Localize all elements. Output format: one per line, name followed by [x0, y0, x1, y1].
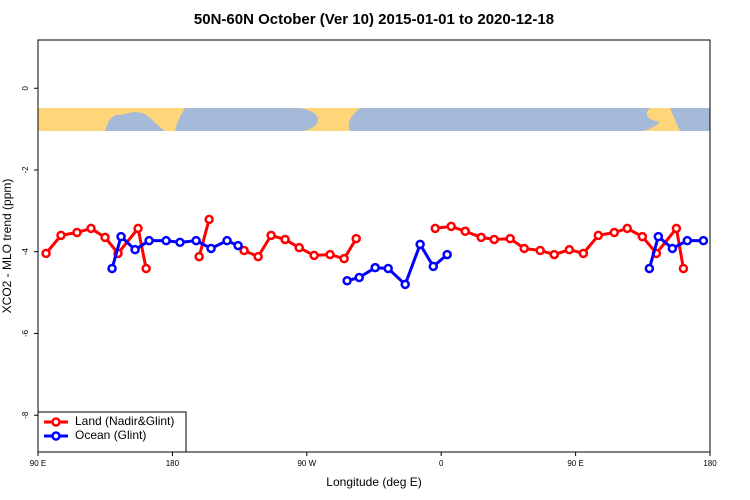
data-point	[191, 235, 201, 246]
data-point	[446, 221, 456, 232]
data-point	[370, 262, 380, 273]
data-point	[609, 227, 620, 238]
data-point	[442, 249, 452, 260]
data-point	[593, 230, 604, 241]
data-point	[564, 244, 575, 255]
data-point	[116, 231, 126, 242]
data-point	[144, 235, 154, 246]
data-point	[280, 234, 290, 245]
data-point	[133, 223, 143, 234]
y-tick-label: -8	[21, 411, 30, 419]
plot-frame	[37, 39, 711, 453]
x-tick-label: 0	[439, 459, 444, 468]
x-tick-label: 90 W	[297, 459, 316, 468]
data-point	[698, 235, 709, 246]
data-point	[141, 263, 151, 274]
series-line	[44, 219, 685, 269]
legend-label: Ocean (Glint)	[75, 428, 146, 442]
data-point	[72, 227, 82, 238]
data-point	[535, 245, 545, 256]
data-point	[309, 250, 319, 261]
data-point	[489, 234, 499, 245]
data-point	[460, 226, 470, 237]
x-tick-label: 180	[166, 459, 180, 468]
legend-label: Land (Nadir&Glint)	[75, 414, 174, 428]
legend-marker	[51, 431, 61, 441]
data-point	[342, 275, 352, 286]
data-point	[476, 232, 486, 243]
data-point	[130, 244, 140, 255]
data-point	[637, 231, 648, 242]
data-point	[100, 232, 110, 243]
x-axis-label: Longitude (deg E)	[326, 475, 421, 489]
data-point	[294, 242, 304, 253]
data-point	[400, 279, 410, 290]
data-point	[354, 272, 364, 283]
data-point	[325, 249, 335, 260]
data-point	[622, 223, 633, 234]
data-point	[161, 235, 171, 246]
y-tick-label: -2	[21, 166, 30, 174]
data-point	[239, 245, 249, 256]
data-point	[206, 243, 216, 254]
data-point	[41, 248, 51, 259]
data-point	[204, 214, 214, 225]
data-point	[644, 263, 655, 274]
data-point	[578, 248, 589, 259]
y-tick-label: -4	[21, 248, 30, 256]
data-point	[428, 261, 439, 272]
data-point	[549, 249, 559, 260]
data-point	[653, 231, 664, 242]
data-point	[339, 253, 349, 264]
data-point	[351, 233, 361, 244]
chart-title: 50N-60N October (Ver 10) 2015-01-01 to 2…	[194, 11, 554, 28]
data-point	[505, 233, 515, 244]
data-point	[107, 263, 117, 274]
data-point	[222, 235, 232, 246]
data-point	[671, 223, 682, 234]
data-point	[383, 263, 393, 274]
legend-box	[37, 411, 187, 453]
data-point	[519, 243, 529, 254]
y-tick-label: 0	[21, 85, 30, 90]
data-point	[430, 223, 440, 234]
data-point	[415, 239, 425, 250]
x-tick-label: 180	[703, 459, 717, 468]
data-point	[56, 230, 66, 241]
data-point	[667, 243, 678, 254]
y-tick-label: -6	[21, 329, 30, 337]
data-point	[233, 240, 243, 251]
x-tick-label: 90 E	[30, 459, 46, 468]
data-point	[86, 223, 96, 234]
y-axis-label: XCO2 - MLO trend (ppm)	[0, 179, 14, 314]
map-strip	[38, 108, 710, 131]
data-point	[682, 235, 693, 246]
data-point	[253, 251, 263, 262]
data-point	[175, 237, 185, 248]
legend-marker	[51, 417, 61, 427]
data-point	[194, 251, 204, 262]
data-point	[678, 263, 689, 274]
x-tick-label: 90 E	[567, 459, 583, 468]
data-point	[266, 230, 276, 241]
